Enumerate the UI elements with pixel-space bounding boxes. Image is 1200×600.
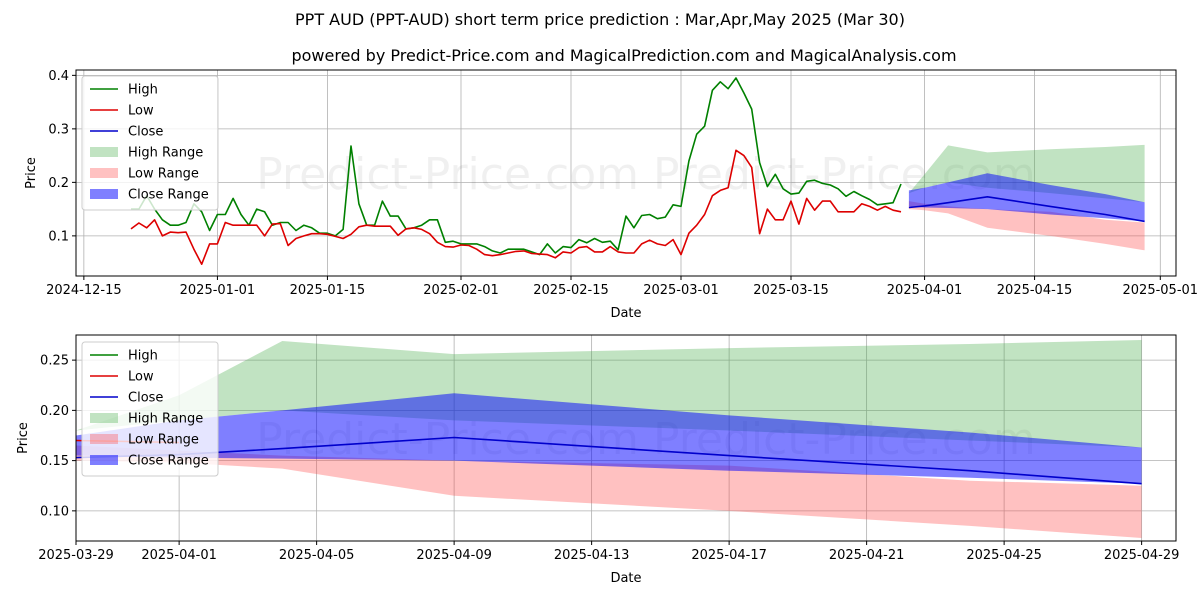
top-chart-panel: Predict-Price.com Predict-Price.com 2024-… (24, 69, 1198, 321)
x-tick-label: 2025-04-29 (1104, 548, 1180, 563)
plot-area (130, 77, 1145, 266)
chart-title: PPT AUD (PPT-AUD) short term price predi… (295, 10, 905, 29)
close-range-band (908, 173, 1145, 222)
y-tick-label: 0.3 (48, 122, 69, 137)
close-range-band (76, 393, 1142, 484)
x-tick-label: 2025-04-15 (997, 283, 1073, 298)
legend-label: High (128, 349, 158, 364)
legend-label: Low (128, 370, 154, 385)
x-tick-label: 2025-04-25 (966, 548, 1042, 563)
high-series-line (131, 77, 902, 256)
x-tick-label: 2025-04-13 (554, 548, 630, 563)
y-tick-label: 0.1 (48, 229, 69, 244)
legend-low-range-key (90, 434, 118, 444)
x-tick-label: 2025-03-29 (38, 548, 114, 563)
legend-label: High Range (128, 146, 203, 161)
x-tick-label: 2025-05-01 (1123, 283, 1199, 298)
x-tick-label: 2025-02-15 (533, 283, 609, 298)
legend-label: High Range (128, 412, 203, 427)
x-tick-label: 2025-02-01 (423, 283, 499, 298)
legend-low-range-key (90, 168, 118, 178)
x-tick-label: 2025-03-15 (753, 283, 829, 298)
x-tick-label: 2025-04-09 (416, 548, 492, 563)
legend-high-range-key (90, 147, 118, 157)
close-forecast-line (908, 196, 1145, 223)
low-range-band (76, 445, 1142, 538)
watermark-text: Predict-Price.com Predict-Price.com (256, 149, 1035, 200)
axes-frame (75, 334, 1177, 542)
x-tick-label: 2025-04-21 (829, 548, 905, 563)
low-range-band (908, 201, 1145, 251)
x-tick-label: 2025-04-01 (887, 283, 963, 298)
y-tick-label: 0.20 (40, 404, 69, 419)
high-range-band (908, 144, 1145, 203)
x-axis-label: Date (610, 571, 641, 586)
axes-frame (75, 69, 1177, 277)
legend-label: High (128, 83, 158, 98)
y-axis-label: Price (24, 157, 39, 189)
x-tick-label: 2025-01-01 (180, 283, 256, 298)
legend-high-range-key (90, 413, 118, 423)
x-tick-label: 2025-04-17 (691, 548, 767, 563)
legend-label: Low Range (128, 433, 199, 448)
y-tick-label: 0.4 (48, 69, 69, 84)
y-tick-label: 0.25 (40, 354, 69, 369)
y-tick-label: 0.15 (40, 454, 69, 469)
high-range-band (76, 340, 1142, 448)
x-tick-label: 2025-04-05 (279, 548, 355, 563)
legend-close-range-key (90, 189, 118, 199)
legend-label: Close Range (128, 454, 209, 469)
y-tick-label: 0.2 (48, 176, 69, 191)
y-tick-label: 0.10 (40, 504, 69, 519)
legend-label: Low (128, 104, 154, 119)
y-axis-label: Price (16, 422, 31, 454)
x-tick-label: 2025-04-01 (141, 548, 217, 563)
low-series-line (130, 149, 902, 266)
x-tick-label: 2025-03-01 (643, 283, 719, 298)
chart-subtitle: powered by Predict-Price.com and Magical… (291, 46, 956, 65)
legend-close-range-key (90, 455, 118, 465)
bottom-chart-panel: Predict-Price.com Predict-Price.com2025-… (16, 334, 1180, 586)
x-axis-label: Date (610, 306, 641, 321)
legend-label: Close Range (128, 188, 209, 203)
plot-area (76, 340, 1142, 538)
x-tick-label: 2024-12-15 (46, 283, 122, 298)
legend-label: Low Range (128, 167, 199, 182)
legend-label: Close (128, 391, 163, 406)
x-tick-label: 2025-01-15 (290, 283, 366, 298)
legend-label: Close (128, 125, 163, 140)
